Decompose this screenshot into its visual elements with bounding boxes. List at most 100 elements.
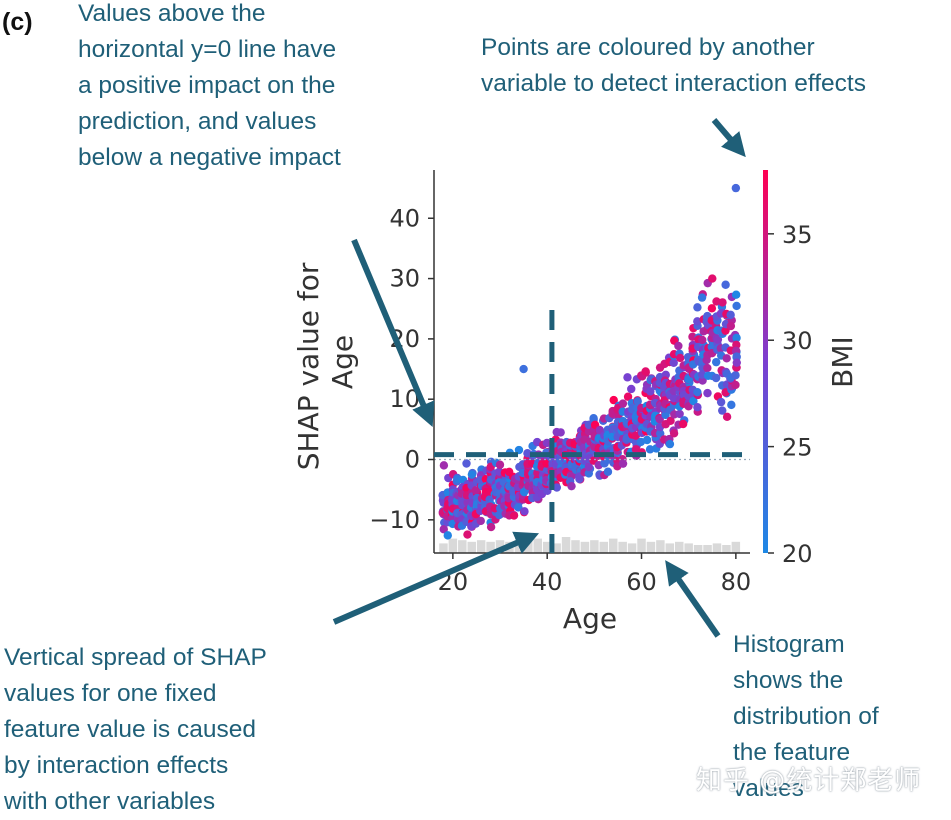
- shap-point: [713, 335, 723, 344]
- shap-point: [727, 400, 736, 410]
- shap-point: [711, 373, 721, 383]
- shap-point: [609, 395, 618, 405]
- vertical-spread-annotation: Vertical spread of SHAP values for one f…: [4, 644, 267, 815]
- histogram-bar: [448, 538, 458, 553]
- shap-point: [722, 354, 731, 363]
- shap-point: [693, 387, 702, 397]
- shap-point: [698, 335, 707, 345]
- vertical-spread-arrow: [332, 531, 540, 625]
- shap-point: [731, 380, 740, 390]
- shap-point-outlier: [519, 364, 528, 374]
- shap-point: [514, 503, 523, 512]
- shap-point-outlier: [708, 274, 717, 283]
- colorbar: [763, 170, 768, 553]
- shap-point: [703, 388, 712, 398]
- histogram-annotation: Histogram shows the distribution of the …: [733, 631, 879, 802]
- histogram-bar: [703, 545, 712, 553]
- shap-point: [641, 367, 650, 376]
- shap-point: [495, 510, 504, 520]
- shap-point: [633, 397, 642, 406]
- x-tick-label: 80: [721, 568, 752, 596]
- shap-point: [623, 392, 633, 401]
- scatter-points: [438, 183, 741, 540]
- shap-point: [732, 358, 741, 367]
- y-tick-label: 40: [389, 204, 420, 232]
- histogram-bar: [552, 543, 561, 553]
- y-tick-label: 0: [405, 446, 420, 474]
- histogram-bar: [476, 540, 486, 553]
- histogram-bar: [590, 540, 599, 553]
- shap-point: [665, 439, 675, 449]
- colorbar-tick-label: 25: [782, 434, 813, 462]
- histogram-bar: [495, 540, 505, 553]
- shap-point: [718, 298, 727, 307]
- histogram-bar: [467, 541, 476, 553]
- shap-point: [703, 363, 712, 373]
- panel-label: (c): [2, 8, 33, 36]
- shap-point: [656, 429, 665, 438]
- shap-point: [726, 321, 736, 331]
- y-tick-label: −10: [369, 506, 420, 534]
- shap-point: [467, 470, 477, 479]
- shap-point: [718, 406, 727, 415]
- histogram-bar: [542, 541, 552, 553]
- x-tick-label: 60: [626, 568, 657, 596]
- x-axis-title: Age: [563, 602, 617, 635]
- shap-point: [439, 461, 449, 470]
- shap-point: [693, 403, 702, 412]
- histogram-bar: [533, 538, 543, 553]
- shap-point: [726, 310, 735, 320]
- shap-point: [678, 419, 688, 429]
- shap-point: [627, 384, 636, 394]
- shap-point: [589, 413, 598, 423]
- shap-point: [675, 409, 684, 419]
- histogram-bar: [684, 543, 693, 553]
- shap-point: [463, 530, 472, 539]
- shap-point: [732, 340, 741, 350]
- shap-point: [689, 396, 698, 406]
- shap-point: [675, 353, 685, 363]
- shap-point: [722, 412, 732, 422]
- shap-point: [666, 416, 675, 425]
- histogram-bar: [439, 543, 448, 553]
- shap-point: [623, 373, 632, 382]
- shap-point: [669, 358, 678, 367]
- shap-point: [439, 525, 448, 534]
- shap-point: [645, 445, 655, 454]
- shap-point: [721, 280, 730, 289]
- zero-line-annotation: Values above the horizontal y=0 line hav…: [78, 0, 341, 171]
- histogram-bar: [580, 541, 590, 553]
- shap-point: [514, 445, 524, 455]
- shap-point: [552, 483, 562, 492]
- shap-point: [693, 317, 702, 326]
- shap-point: [584, 462, 593, 472]
- shap-point: [646, 387, 655, 396]
- histogram-bar: [656, 540, 665, 553]
- histogram-bar: [722, 545, 731, 553]
- histogram-bar: [665, 543, 675, 553]
- shap-point: [520, 507, 529, 516]
- shap-point: [618, 459, 628, 468]
- colorbar-tick-label: 35: [782, 221, 813, 249]
- histogram-bar: [637, 538, 646, 553]
- histogram-bar: [646, 541, 656, 553]
- histogram-bar: [675, 541, 684, 553]
- histogram-bar: [712, 543, 722, 553]
- shap-point: [732, 301, 741, 311]
- histogram-bar: [608, 538, 618, 553]
- shap-point: [603, 467, 613, 476]
- shap-point: [476, 516, 485, 526]
- colorbar-tick-label: 20: [782, 540, 813, 568]
- histogram-arrow: [665, 560, 721, 638]
- y-tick-label: 30: [389, 265, 420, 293]
- histogram-bar: [731, 541, 741, 553]
- shap-point: [655, 415, 664, 424]
- shap-point: [495, 460, 505, 469]
- shap-point: [707, 304, 717, 313]
- histogram-bar: [618, 541, 627, 553]
- shap-point: [732, 333, 741, 343]
- zero-line-arrow: [351, 238, 435, 428]
- coloring-annotation: Points are coloured by another variable …: [481, 34, 866, 97]
